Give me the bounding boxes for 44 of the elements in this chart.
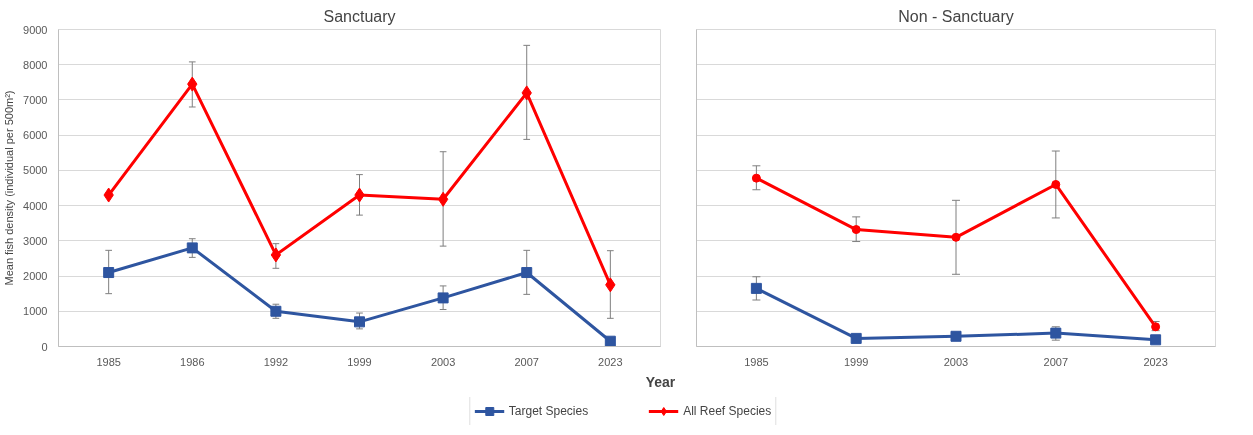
y-tick-label: 1000 (23, 305, 48, 318)
x-tick-label: 2003 (943, 355, 969, 368)
point (354, 316, 365, 328)
legend-label: All Reef Species (683, 404, 772, 418)
point (751, 173, 761, 183)
point (604, 335, 616, 347)
chart-title: Sanctuary (323, 7, 396, 25)
x-tick-label: 1992 (263, 355, 289, 368)
point (1051, 179, 1061, 189)
y-tick-label: 5000 (23, 164, 48, 177)
y-tick-label: 3000 (23, 234, 48, 247)
point (851, 225, 861, 235)
x-tick-label: 1986 (180, 355, 205, 368)
chart-title: Non - Sanctuary (898, 7, 1014, 25)
y-tick-label: 8000 (23, 58, 48, 71)
point (270, 247, 282, 263)
legend-label: Target Species (508, 404, 589, 418)
point (951, 232, 961, 242)
x-tick-label: 2023 (1143, 355, 1168, 368)
y-tick-label: 9000 (23, 23, 48, 36)
point (186, 242, 198, 254)
x-tick-label: 1985 (744, 355, 769, 368)
point (850, 332, 862, 344)
point (1150, 334, 1162, 346)
y-tick-label: 2000 (23, 270, 48, 283)
y-tick-label: 0 (41, 340, 48, 353)
x-axis-title: Year (645, 373, 676, 390)
x-tick-label: 1999 (347, 355, 372, 368)
y-axis-title: Mean fish density (individual per 500m²) (3, 90, 16, 286)
x-tick-label: 2003 (430, 355, 456, 368)
x-tick-label: 1999 (843, 355, 869, 368)
x-tick-label: 2007 (1043, 355, 1069, 368)
point (521, 267, 533, 279)
y-tick-label: 6000 (23, 129, 48, 142)
point (103, 267, 115, 279)
x-tick-label: 2023 (598, 355, 623, 368)
y-tick-label: 7000 (23, 93, 48, 106)
x-tick-label: 2007 (514, 355, 539, 368)
point (437, 191, 449, 207)
y-tick-label: 4000 (23, 199, 48, 212)
point (750, 282, 762, 294)
x-tick-label: 1985 (96, 355, 121, 368)
point (437, 292, 449, 304)
point (950, 330, 962, 342)
